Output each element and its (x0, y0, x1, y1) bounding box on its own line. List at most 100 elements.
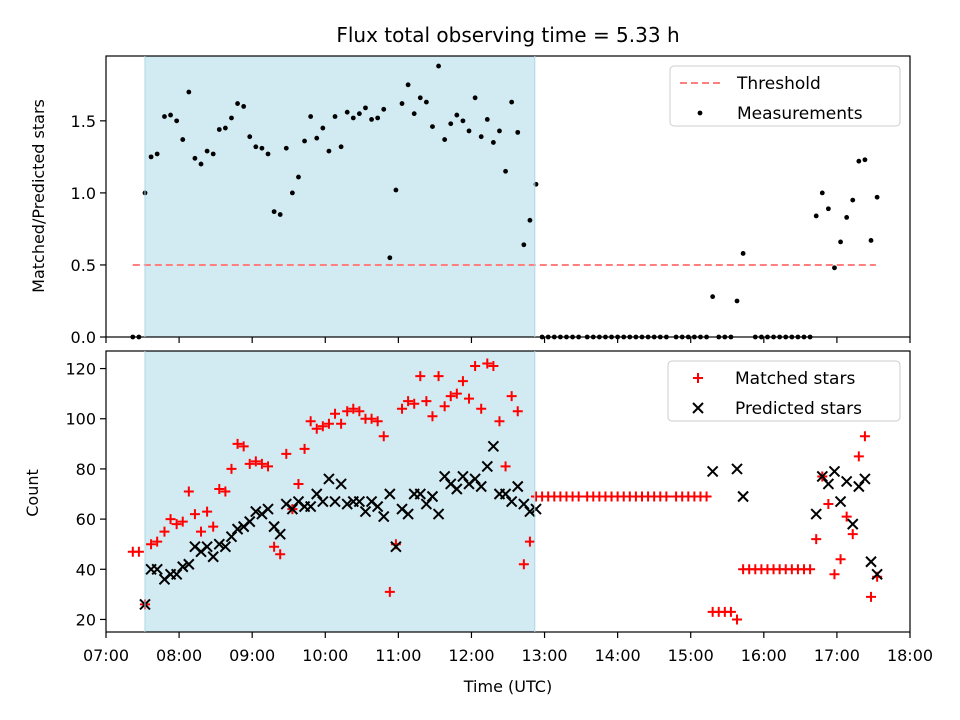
measurement-point (247, 134, 253, 140)
measurement-point (740, 251, 746, 256)
predicted-star-point (335, 478, 347, 490)
matched-star-point (323, 418, 334, 429)
measurement-point (302, 138, 307, 144)
top-plot-frame (105, 55, 911, 338)
measurement-point (825, 206, 831, 212)
y-tick-label: 1.5 (71, 112, 96, 131)
predicted-star-point (481, 460, 493, 473)
matched-star-point (512, 406, 523, 417)
predicted-star-point (853, 480, 865, 493)
matched-star-point (159, 526, 170, 537)
measurement-point (393, 187, 399, 193)
measurement-point (277, 212, 283, 217)
y-tick-label: 1.0 (71, 184, 96, 203)
measurement-point (411, 111, 417, 117)
matched-star-point (263, 461, 274, 472)
predicted-star-point (420, 498, 433, 510)
matched-star-point (494, 416, 505, 427)
predicted-star-point (840, 475, 853, 488)
predicted-star-point (822, 478, 835, 490)
y-tick-label: 60 (76, 510, 96, 529)
matched-star-point (457, 376, 468, 387)
x-tick-label: 07:00 (83, 646, 129, 665)
top-axes: 0.0 0.5 1.0 1.5 (71, 112, 911, 347)
matched-star-point (281, 448, 292, 459)
measurement-point (868, 238, 874, 243)
measurement-point (162, 114, 167, 119)
predicted-star-point (274, 528, 286, 540)
legend-matched-swatch (693, 373, 703, 383)
matched-star-point (518, 559, 529, 570)
measurement-point (838, 239, 843, 245)
y-tick-label: 80 (76, 460, 96, 479)
bottom-legend: Matched stars Predicted stars (667, 360, 901, 422)
matched-star-point (372, 416, 383, 427)
predicted-star-point (390, 540, 402, 553)
y-tick-label: 40 (76, 560, 96, 579)
measurement-point (222, 125, 228, 131)
matched-star-point (433, 371, 444, 382)
matched-star-point (208, 521, 219, 532)
matched-star-point (342, 406, 353, 417)
predicted-star-point (311, 488, 323, 500)
matched-star-point (299, 443, 310, 454)
matched-star-point (165, 514, 176, 525)
x-tick-label: 13:00 (521, 646, 567, 665)
predicted-star-point (451, 483, 463, 495)
predicted-star-point (487, 440, 500, 453)
measurement-point (314, 135, 320, 141)
measurement-point (527, 217, 533, 223)
predicted-star-point (231, 523, 244, 535)
predicted-star-point (816, 470, 828, 483)
matched-star-point (725, 606, 736, 617)
matched-star-point (146, 539, 157, 550)
measurement-point (186, 89, 192, 95)
measurement-point (241, 104, 247, 109)
predicted-star-point (847, 518, 859, 530)
measurement-point (874, 194, 880, 200)
measurement-point (375, 115, 381, 121)
predicted-star-point (244, 515, 256, 528)
measurement-point (204, 148, 210, 154)
measurement-point (192, 155, 198, 161)
matched-star-point (573, 491, 584, 502)
x-tick-label: 11:00 (375, 646, 421, 665)
bottom-y-axis-label: Count (23, 469, 42, 517)
measurement-point (235, 101, 240, 106)
measurement-point (417, 95, 423, 101)
measurement-point (442, 137, 448, 142)
legend-label: Predicted stars (735, 399, 862, 419)
predicted-star-point (731, 463, 743, 475)
measurement-point (229, 115, 234, 121)
measurement-point (210, 151, 216, 157)
measurement-point (271, 209, 277, 215)
matched-star-point (476, 403, 487, 414)
measurement-point (856, 158, 862, 164)
y-tick-label: 0.0 (71, 328, 96, 347)
measurement-point (472, 95, 478, 101)
measurement-point (460, 118, 466, 124)
matched-star-point (829, 569, 840, 580)
x-tick-label: 14:00 (595, 646, 641, 665)
measurement-point (484, 117, 490, 122)
top-plot-marks (130, 63, 880, 340)
predicted-star-point (475, 480, 487, 493)
predicted-star-point (499, 488, 512, 500)
predicted-star-point (286, 503, 299, 515)
predicted-star-point (505, 495, 518, 508)
matched-star-point (464, 393, 475, 404)
legend-measurement-swatch (697, 110, 703, 116)
matched-star-point (238, 441, 249, 452)
predicted-star-point (170, 568, 183, 581)
top-observing-window-shade (144, 56, 535, 337)
matched-star-point (427, 411, 438, 422)
predicted-star-point (469, 473, 481, 485)
measurement-point (521, 242, 527, 248)
predicted-star-point (414, 488, 426, 500)
predicted-star-point (262, 503, 274, 515)
matched-star-point (439, 401, 450, 412)
matched-star-point (348, 403, 359, 414)
matched-star-point (524, 536, 535, 547)
matched-star-point (305, 416, 316, 427)
